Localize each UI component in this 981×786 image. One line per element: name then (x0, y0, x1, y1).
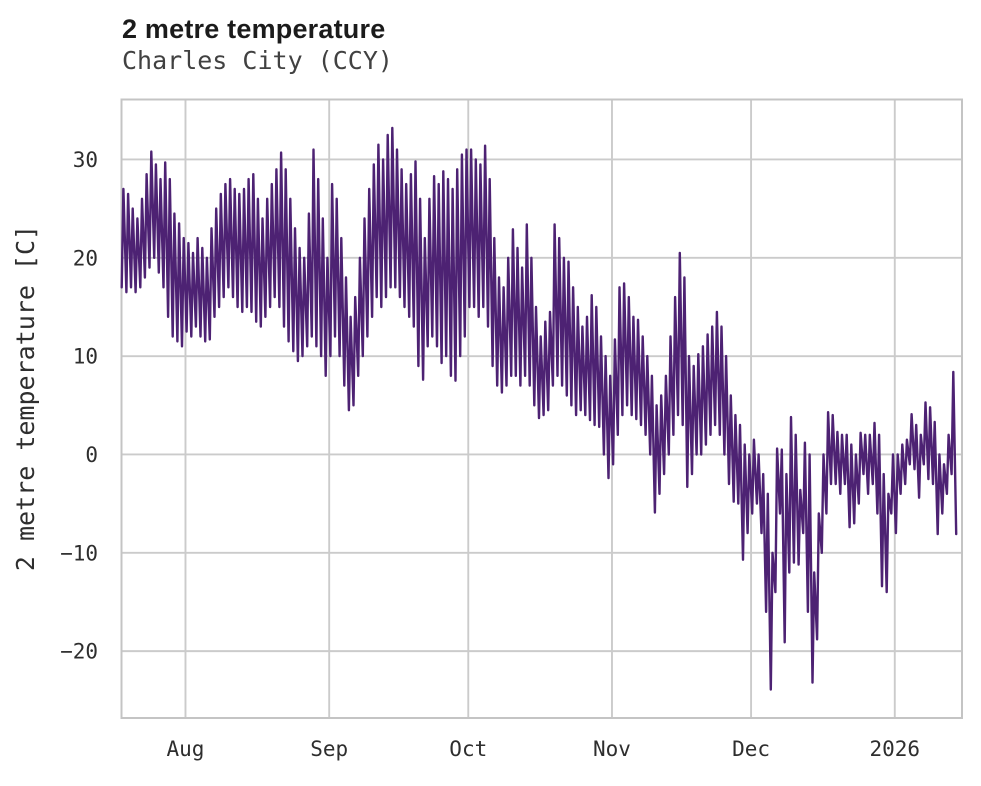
chart-subtitle: Charles City (CCY) (122, 46, 393, 76)
y-tick-label--10: −10 (60, 541, 98, 565)
chart-header: 2 metre temperature Charles City (CCY) (122, 14, 393, 76)
y-axis-label: 2 metre temperature [C] (11, 225, 40, 571)
x-tick-label-2026: 2026 (869, 737, 920, 761)
x-tick-label-Sep: Sep (310, 737, 348, 761)
temperature-series-line (120, 126, 958, 691)
y-tick-label-10: 10 (73, 345, 98, 369)
x-tick-label-Nov: Nov (593, 737, 631, 761)
chart-title: 2 metre temperature (122, 14, 386, 44)
x-tick-label-Dec: Dec (732, 737, 770, 761)
x-tick-label-Oct: Oct (449, 737, 487, 761)
y-tick-label-0: 0 (85, 443, 98, 467)
x-tick-label-Aug: Aug (167, 737, 205, 761)
y-tick-label-30: 30 (73, 148, 98, 172)
plot-border (120, 98, 963, 719)
y-tick-label--20: −20 (60, 640, 98, 664)
y-tick-label-20: 20 (73, 246, 98, 270)
